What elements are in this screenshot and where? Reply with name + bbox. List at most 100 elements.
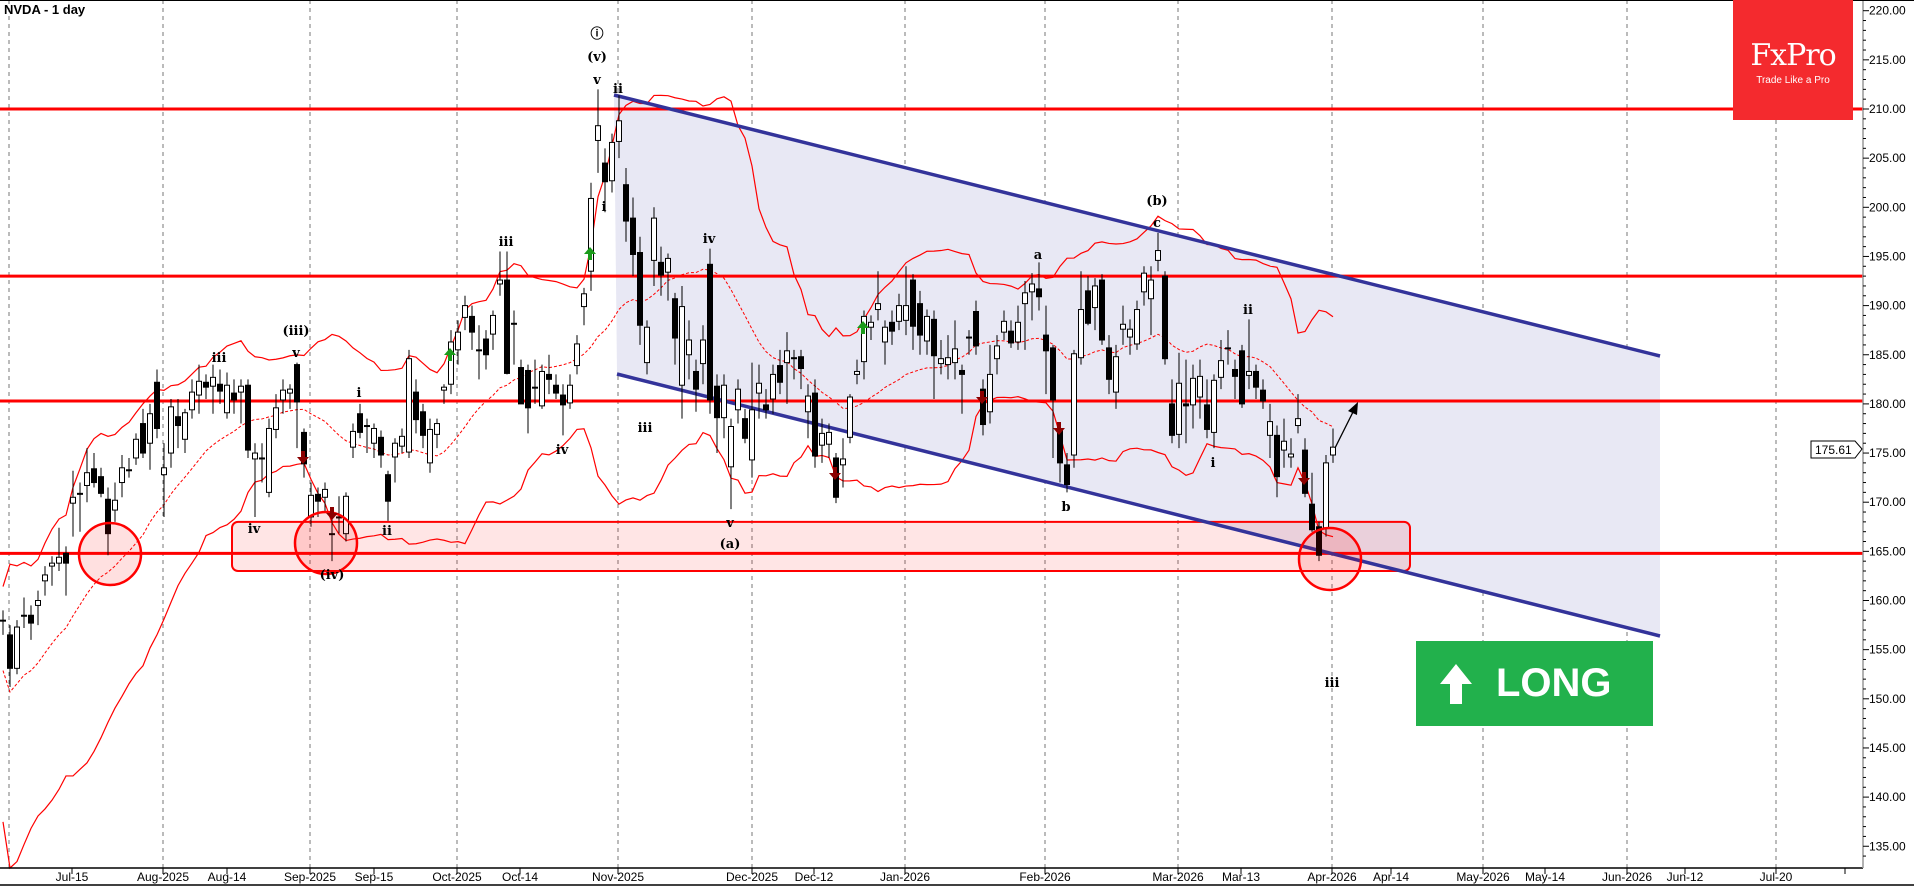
candle	[882, 320, 888, 365]
candle-body	[203, 381, 209, 388]
candle-body	[483, 338, 489, 356]
candle-body	[721, 384, 727, 419]
candle-body	[602, 162, 608, 183]
candle	[224, 372, 230, 419]
candle	[378, 430, 384, 468]
candle	[448, 330, 454, 395]
candle	[1211, 374, 1217, 449]
candle-body	[1204, 404, 1210, 430]
candle	[973, 300, 979, 355]
candle-body	[413, 391, 419, 421]
candle	[854, 359, 860, 385]
candle-body	[14, 626, 20, 669]
candle	[903, 266, 909, 336]
candle-body	[119, 467, 125, 484]
candle	[525, 364, 531, 434]
y-tick-label: 180.00	[1869, 397, 1906, 411]
candle	[630, 197, 636, 277]
candle	[1148, 266, 1154, 336]
candle-body	[105, 498, 111, 535]
support-zone	[231, 520, 1411, 573]
candle	[1281, 418, 1287, 468]
candle	[1008, 320, 1014, 348]
candle	[364, 418, 370, 454]
candle	[1323, 455, 1329, 537]
candle	[700, 325, 706, 385]
wave-label: iv	[556, 443, 569, 458]
y-tick-label: 215.00	[1869, 53, 1906, 67]
x-tick-label: Mar-2026	[1152, 870, 1204, 884]
candle-body	[1134, 309, 1140, 345]
candle-body	[609, 141, 615, 182]
candle	[217, 369, 223, 404]
candle	[1106, 335, 1112, 395]
candle	[84, 448, 90, 503]
candle-body	[448, 341, 454, 385]
candle	[532, 359, 538, 404]
x-tick-label: Dec-12	[795, 870, 834, 884]
candle	[175, 398, 181, 449]
candle-body	[182, 412, 188, 440]
candle	[693, 359, 699, 412]
candle-body	[70, 496, 76, 504]
candle-body	[1260, 389, 1266, 402]
candle	[252, 443, 258, 517]
candle-body	[497, 279, 503, 285]
candle	[595, 89, 601, 173]
candle	[259, 443, 265, 483]
candle	[553, 374, 559, 399]
candle	[1330, 428, 1336, 463]
candle-body	[686, 339, 692, 356]
candle	[602, 148, 608, 213]
candle-body	[714, 385, 720, 419]
x-tick-label: Feb-2026	[1019, 870, 1071, 884]
arrow-up-icon	[1416, 662, 1496, 706]
buy-arrow-icon	[444, 348, 456, 361]
candle	[1043, 305, 1049, 395]
x-tick-label: Dec-2025	[726, 870, 778, 884]
wave-label: iii	[212, 351, 227, 366]
bollinger-upper-band	[2, 94, 1334, 587]
buy-arrow-icon	[584, 247, 596, 260]
wave-label: v	[725, 516, 734, 531]
candle	[14, 620, 20, 675]
candle-body	[1022, 292, 1028, 305]
candle-body	[959, 369, 965, 375]
candle	[483, 330, 489, 370]
candle	[847, 394, 853, 444]
candle	[868, 315, 874, 341]
candle-body	[1169, 403, 1175, 436]
candle	[1274, 425, 1280, 498]
x-tick-label: Sep-2025	[284, 870, 336, 884]
candle-body	[1050, 347, 1056, 401]
candle-body	[1267, 421, 1273, 436]
candle-body	[427, 428, 433, 464]
logo-tagline: Trade Like a Pro	[1756, 75, 1830, 86]
candle-body	[553, 384, 559, 394]
sell-arrow-icon	[326, 507, 338, 520]
candle	[147, 403, 153, 470]
channel-lower-line	[616, 372, 1661, 638]
candle-body	[1043, 334, 1049, 352]
candle-body	[112, 499, 118, 511]
candle-body	[56, 556, 62, 564]
candle	[938, 340, 944, 375]
candle	[686, 320, 692, 380]
candle-body	[217, 383, 223, 392]
candle-body	[679, 306, 685, 386]
y-tick-label: 200.00	[1869, 200, 1906, 214]
candle	[910, 274, 916, 350]
candle-body	[882, 326, 888, 343]
candle	[119, 455, 125, 498]
candle	[1267, 403, 1273, 458]
fxpro-logo: FxPro Trade Like a Pro	[1733, 0, 1853, 120]
candle-body	[798, 356, 804, 370]
candle	[511, 310, 517, 365]
candle	[1155, 232, 1161, 272]
candle	[931, 310, 937, 399]
candle-body	[399, 435, 405, 447]
projection-arrow	[1334, 402, 1358, 449]
chart-title: NVDA - 1 day	[4, 2, 86, 17]
candle	[112, 482, 118, 522]
candle-body	[252, 452, 258, 460]
